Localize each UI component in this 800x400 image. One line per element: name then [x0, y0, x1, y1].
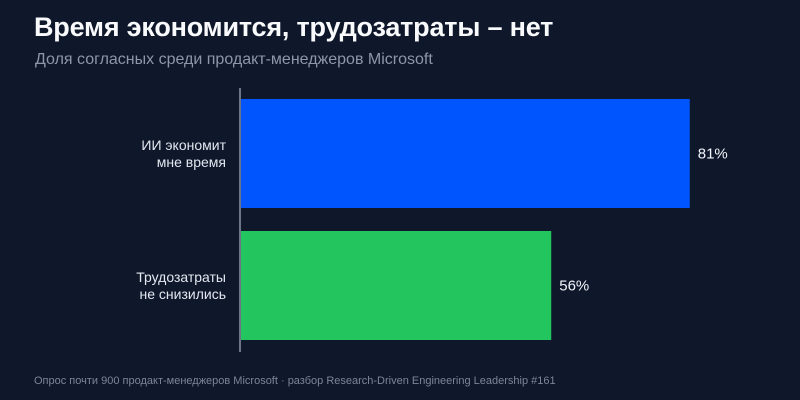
category-label-line: ИИ экономит: [141, 137, 226, 153]
category-label-line: мне время: [157, 154, 226, 170]
category-label-line: Трудозатраты: [136, 269, 226, 285]
category-label-2: Трудозатраты не снизились: [136, 269, 226, 302]
bars-group: 81% ИИ экономит мне время 56% Трудозатраты не…: [136, 99, 728, 340]
chart-subtitle: Доля согласных среди продакт-менеджеров …: [35, 51, 433, 68]
category-label-1: ИИ экономит мне время: [141, 137, 226, 170]
value-label-1: 81%: [698, 146, 728, 163]
value-label-2: 56%: [559, 278, 589, 295]
bar-1: [241, 99, 690, 208]
bar-2: [241, 231, 552, 340]
source-footnote: Опрос почти 900 продакт-менеджеров Micro…: [34, 375, 556, 387]
category-label-line: не снизились: [140, 286, 226, 302]
chart-title: Время экономится, трудозатраты – нет: [34, 12, 554, 42]
